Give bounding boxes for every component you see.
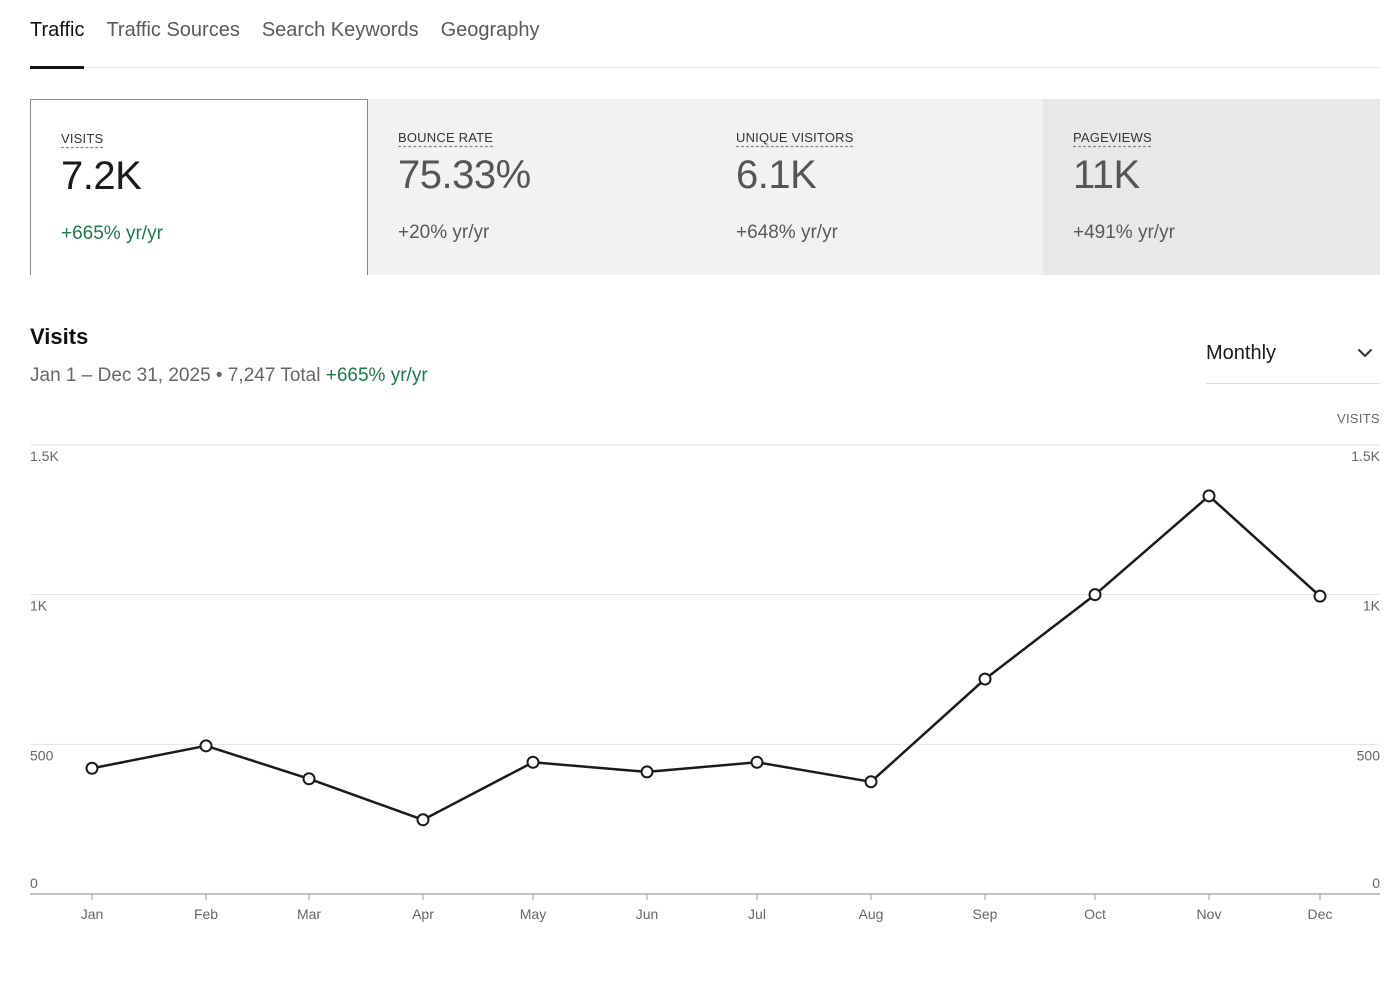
x-tick-label: Sep [973,906,998,922]
y-axis-title: VISITS [1337,411,1380,426]
data-point [1313,589,1327,603]
stat-card-pageviews[interactable]: PAGEVIEWS 11K +491% yr/yr [1043,99,1380,275]
stat-label: PAGEVIEWS [1073,130,1152,145]
data-point [978,672,992,686]
stat-label: UNIQUE VISITORS [736,130,854,145]
stat-change: +665% yr/yr [61,223,163,244]
tab-geography[interactable]: Geography [440,19,540,41]
separator-dot: • [215,365,223,386]
x-tick-label: Jul [748,906,766,922]
stat-card-bounce-rate[interactable]: BOUNCE RATE 75.33% +20% yr/yr [368,99,706,275]
stat-change: +648% yr/yr [736,222,838,243]
x-tick-label: May [520,906,546,922]
period-dropdown[interactable]: Monthly [1206,332,1380,384]
stat-value: 7.2K [61,154,142,198]
data-point [750,755,764,769]
stat-value: 6.1K [736,153,817,197]
series-line [91,494,1321,822]
stat-change: +491% yr/yr [1073,222,1175,243]
visits-line-chart: 0 0 500 500 1K 1K 1.5K 1.5K Jan Feb Mar Apr May Jun Ju… [30,444,1381,922]
x-tick-label: Feb [194,906,218,922]
x-tick-label: Mar [297,906,321,922]
data-point [1088,588,1102,602]
y-tick-label-left: 500 [30,747,54,763]
period-dropdown-value: Monthly [1206,342,1277,364]
x-tick-label: Jun [636,906,659,922]
data-point [1202,489,1216,503]
x-tick-label: Jan [81,906,104,922]
y-tick-label-left: 1K [30,598,48,614]
stat-value: 11K [1073,153,1140,197]
yoy-change: +665% yr/yr [325,365,428,386]
tab-traffic[interactable]: Traffic [30,0,85,69]
tab-bar: Traffic Traffic Sources Search Keywords … [30,0,1380,69]
x-tick-label: Apr [412,906,434,922]
date-range: Jan 1 – Dec 31, 2025 [30,365,211,386]
y-tick-label-right: 1.5K [1351,448,1380,464]
data-point [85,761,99,775]
y-tick-label-left: 0 [30,875,38,891]
data-point [199,739,213,753]
chart-subtitle: Jan 1 – Dec 31, 2025 • 7,247 Total +665%… [30,365,428,387]
stat-value: 75.33% [398,153,531,197]
stat-change: +20% yr/yr [398,222,490,243]
y-tick-label-left: 1.5K [30,448,59,464]
stat-cards: VISITS 7.2K +665% yr/yr BOUNCE RATE 75.3… [30,99,1380,275]
x-tick-label: Nov [1197,906,1222,922]
y-tick-label-right: 500 [1357,747,1381,763]
stat-card-unique-visitors[interactable]: UNIQUE VISITORS 6.1K +648% yr/yr [706,99,1043,275]
data-point [416,813,430,827]
x-tick-label: Oct [1084,906,1106,922]
x-tick-label: Dec [1308,906,1333,922]
tab-traffic-sources[interactable]: Traffic Sources [106,19,240,41]
data-point [864,775,878,789]
stat-label: VISITS [61,131,104,146]
data-point [302,772,316,786]
data-point [526,755,540,769]
stat-card-visits[interactable]: VISITS 7.2K +665% yr/yr [30,99,368,275]
y-tick-label-right: 0 [1372,875,1380,891]
tab-search-keywords[interactable]: Search Keywords [261,19,419,41]
x-tick-label: Aug [859,906,884,922]
chevron-down-icon [1358,349,1372,357]
total-visits: 7,247 Total [227,365,321,386]
stat-label: BOUNCE RATE [398,130,494,145]
y-tick-label-right: 1K [1363,598,1381,614]
data-point [640,765,654,779]
chart-title: Visits [30,324,89,349]
